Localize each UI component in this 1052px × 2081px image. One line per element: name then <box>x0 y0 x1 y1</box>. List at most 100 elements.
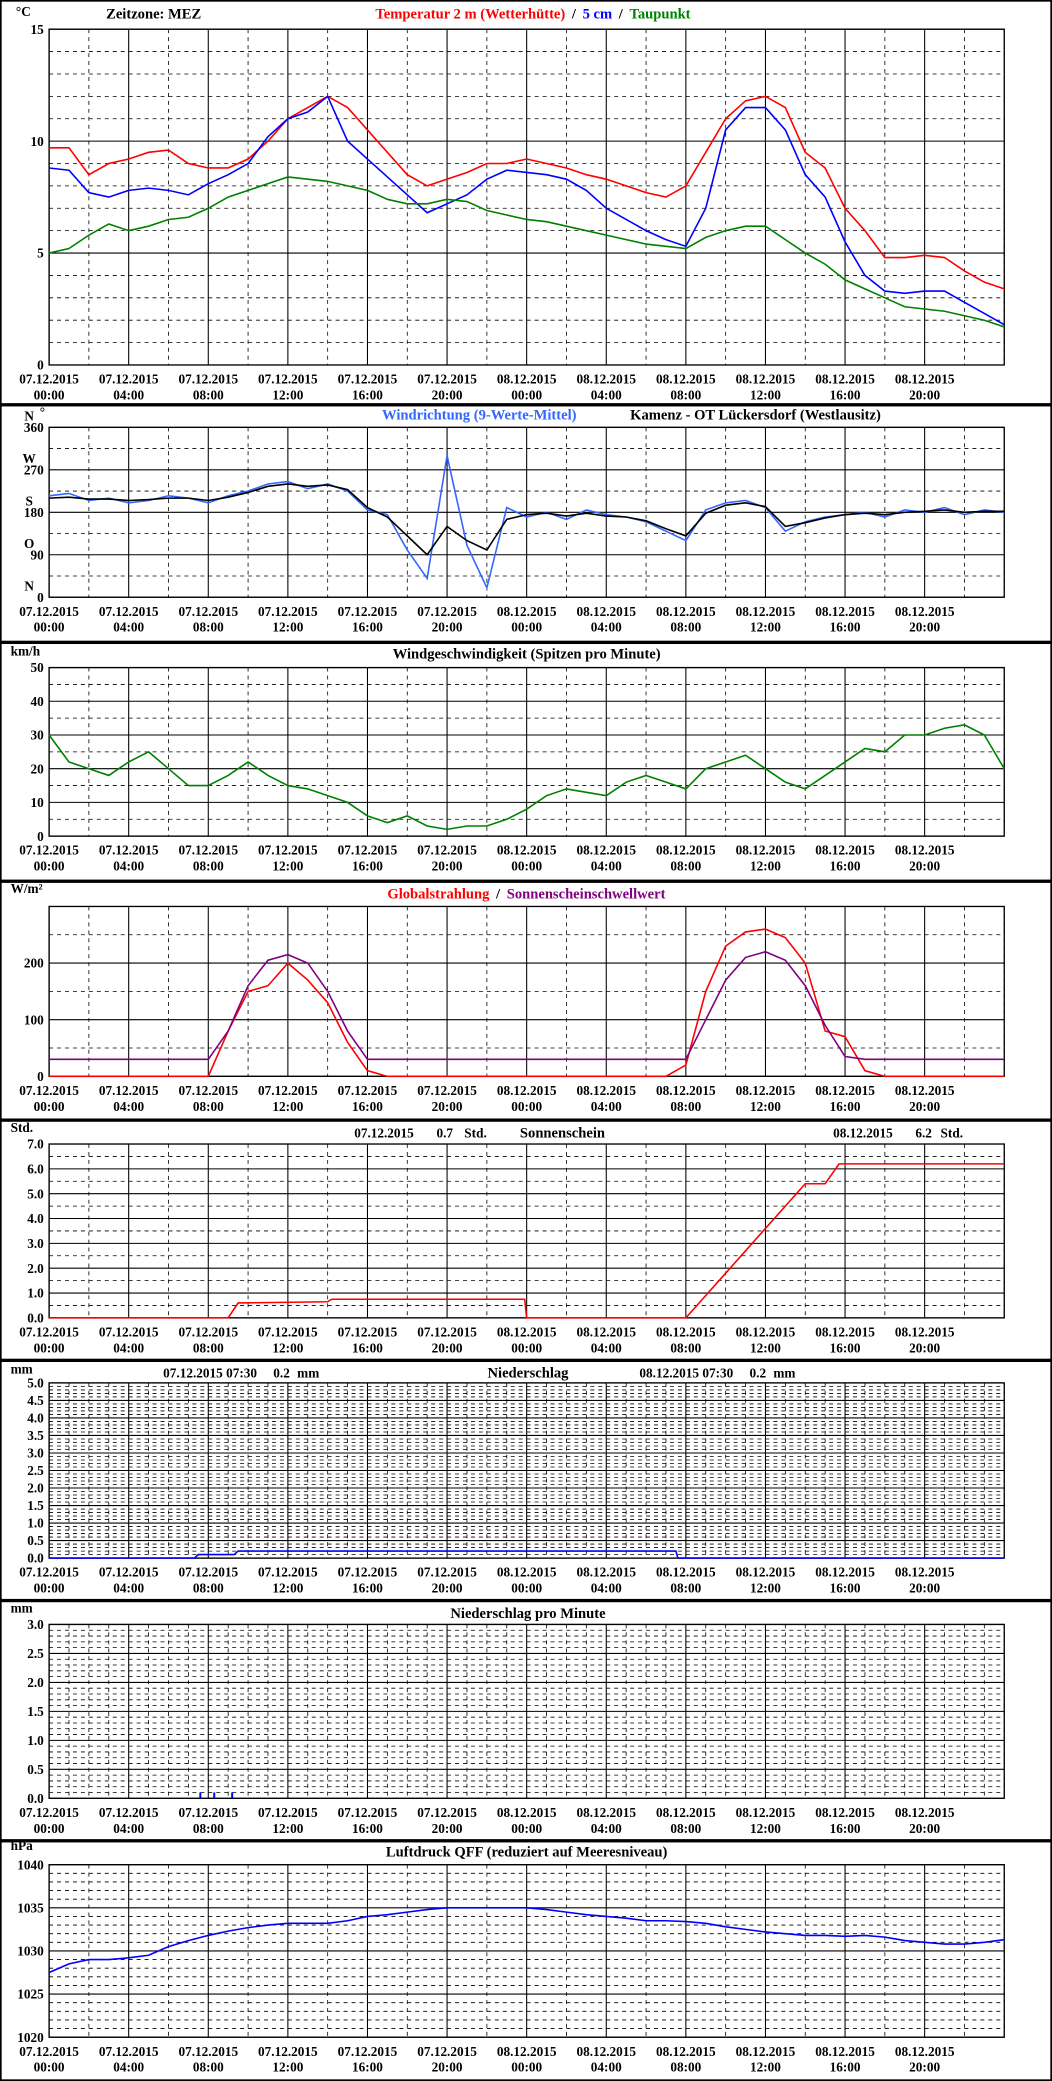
chart-title: Niederschlag <box>488 1366 570 1382</box>
x-tick-label: 08.12.2015 <box>815 1805 875 1820</box>
x-tick-label: 08.12.2015 <box>656 1324 716 1339</box>
x-tick-label: 16:00 <box>352 2060 383 2075</box>
x-tick-label: 07.12.2015 <box>99 1324 159 1339</box>
bar <box>213 1792 216 1799</box>
x-tick-label: 08.12.2015 <box>815 1565 875 1580</box>
x-tick-label: 07.12.2015 <box>417 1805 477 1820</box>
x-tick-label: 08.12.2015 <box>576 1805 636 1820</box>
panel-border <box>0 1840 1052 2081</box>
x-tick-label: 08.12.2015 <box>736 1805 796 1820</box>
x-tick-label: 07.12.2015 <box>338 1805 398 1820</box>
x-tick-label: 07.12.2015 <box>19 604 79 619</box>
x-tick-label: 07.12.2015 <box>338 1565 398 1580</box>
series-line <box>48 1907 1005 1974</box>
x-tick-label: 16:00 <box>352 387 383 402</box>
x-tick-label: 08.12.2015 <box>576 604 636 619</box>
x-tick-label: 20:00 <box>432 1099 463 1114</box>
x-tick-label: 07.12.2015 <box>338 372 398 387</box>
x-tick-label: 07.12.2015 <box>19 372 79 387</box>
y-tick-label: 30 <box>31 728 45 743</box>
x-tick-label: 04:00 <box>113 387 144 402</box>
y-tick-label: 1030 <box>17 1944 44 1959</box>
x-tick-label: 07.12.2015 <box>99 2044 159 2059</box>
x-tick-label: 08.12.2015 <box>895 1565 955 1580</box>
x-tick-label: 08:00 <box>193 1340 224 1355</box>
x-tick-label: 00:00 <box>511 2060 542 2075</box>
legend-entry: Taupunkt <box>629 7 690 23</box>
x-tick-label: 07.12.2015 <box>258 2044 318 2059</box>
x-tick-label: 12:00 <box>750 620 781 635</box>
x-tick-label: 08.12.2015 <box>656 1805 716 1820</box>
x-tick-label: 08:00 <box>670 1099 701 1114</box>
y-tick-label: 0.5 <box>27 1533 44 1548</box>
y-tick-label: 0.0 <box>27 1311 44 1326</box>
x-tick-label: 12:00 <box>272 620 303 635</box>
x-tick-label: 07.12.2015 <box>338 843 398 858</box>
annotation-text: 08.12.2015 <box>833 1125 893 1140</box>
unit-label: Std. <box>11 1120 33 1135</box>
x-tick-label: 08.12.2015 <box>497 1083 557 1098</box>
y-tick-label: 1025 <box>17 1987 44 2002</box>
x-tick-label: 08.12.2015 <box>895 1324 955 1339</box>
x-tick-label: 08.12.2015 <box>497 372 557 387</box>
y-tick-label: 3.0 <box>27 1236 44 1251</box>
x-tick-label: 16:00 <box>830 1099 861 1114</box>
annotation-value: 0.2 <box>750 1366 767 1381</box>
x-tick-label: 12:00 <box>272 1099 303 1114</box>
series-line <box>48 95 1005 326</box>
series-line <box>48 724 1005 831</box>
x-tick-label: 07.12.2015 <box>258 372 318 387</box>
panel-border <box>0 404 1052 643</box>
annotation-value: 0.7 <box>436 1125 453 1140</box>
x-tick-label: 12:00 <box>272 1340 303 1355</box>
x-tick-label: 04:00 <box>591 2060 622 2075</box>
x-tick-label: 08:00 <box>193 859 224 874</box>
y-tick-label: 1.0 <box>27 1286 44 1301</box>
x-tick-label: 04:00 <box>113 859 144 874</box>
y-tick-label: 2.0 <box>27 1261 44 1276</box>
x-tick-label: 08.12.2015 <box>497 2044 557 2059</box>
x-tick-label: 20:00 <box>909 620 940 635</box>
legend-separator: / <box>495 886 501 902</box>
y-tick-label: 1020 <box>17 2030 44 2045</box>
chart-title: Niederschlag pro Minute <box>450 1606 606 1622</box>
chart-title: Luftdruck QFF (reduziert auf Meeresnivea… <box>386 1845 668 1861</box>
x-tick-label: 08:00 <box>193 1821 224 1836</box>
unit-label: W/m² <box>11 881 43 896</box>
x-tick-label: 16:00 <box>830 387 861 402</box>
x-tick-label: 08.12.2015 <box>656 2044 716 2059</box>
x-tick-label: 04:00 <box>591 1581 622 1596</box>
x-tick-label: 08.12.2015 <box>736 2044 796 2059</box>
chart-title: Kamenz - OT Lückersdorf (Westlausitz) <box>630 407 881 423</box>
x-tick-label: 04:00 <box>113 1821 144 1836</box>
x-tick-label: 08.12.2015 <box>576 1565 636 1580</box>
unit-label: mm <box>11 1362 33 1377</box>
x-tick-label: 00:00 <box>511 1821 542 1836</box>
x-tick-label: 07.12.2015 <box>338 2044 398 2059</box>
annotation-text: 07.12.2015 <box>354 1125 414 1140</box>
x-tick-label: 08.12.2015 <box>815 372 875 387</box>
panel-border <box>0 642 1052 882</box>
x-tick-label: 20:00 <box>432 2060 463 2075</box>
x-tick-label: 16:00 <box>352 1821 383 1836</box>
compass-label: N <box>24 409 34 424</box>
series-line <box>49 950 1005 1061</box>
x-tick-label: 08:00 <box>670 1340 701 1355</box>
y-tick-label: 7.0 <box>27 1137 44 1152</box>
y-tick-label: 270 <box>24 462 44 477</box>
x-tick-label: 07.12.2015 <box>258 843 318 858</box>
x-tick-label: 07.12.2015 <box>338 604 398 619</box>
x-tick-label: 04:00 <box>591 1340 622 1355</box>
legend: Windrichtung (9-Werte-Mittel) <box>382 407 577 423</box>
x-tick-label: 07.12.2015 <box>338 1083 398 1098</box>
x-tick-label: 07.12.2015 <box>99 1565 159 1580</box>
y-tick-label: 10 <box>31 795 45 810</box>
compass-label: W <box>23 451 37 466</box>
x-tick-label: 07.12.2015 <box>417 2044 477 2059</box>
x-tick-label: 12:00 <box>750 1099 781 1114</box>
x-tick-label: 00:00 <box>511 859 542 874</box>
plot-frame <box>48 1623 1005 1799</box>
x-tick-label: 20:00 <box>432 387 463 402</box>
x-tick-label: 16:00 <box>830 2060 861 2075</box>
y-tick-label: 6.0 <box>27 1161 44 1176</box>
